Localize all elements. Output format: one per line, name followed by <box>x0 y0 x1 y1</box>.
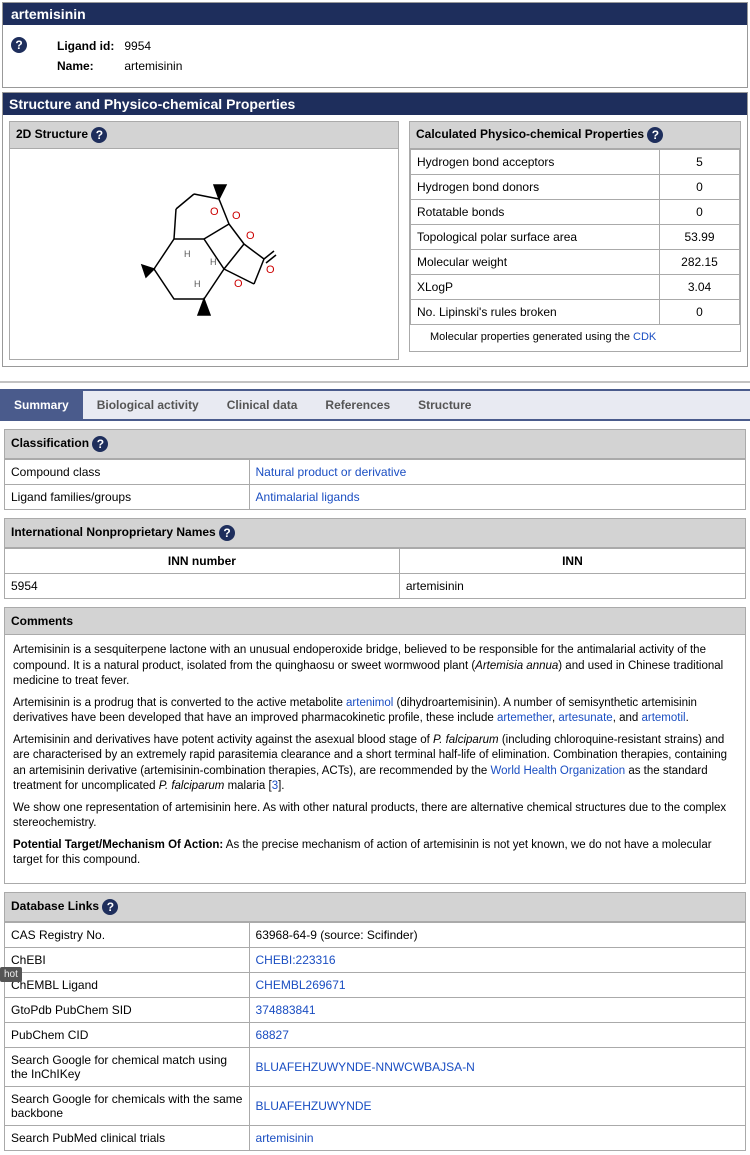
pubmed-trials-link[interactable]: artemisinin <box>256 1131 314 1145</box>
table-row: Search Google for chemical match using t… <box>5 1047 746 1086</box>
database-links-block: Database Links ? CAS Registry No.63968-6… <box>4 892 746 1151</box>
table-row: GtoPdb PubChem SID374883841 <box>5 997 746 1022</box>
svg-text:O: O <box>234 278 243 290</box>
table-row: Ligand families/groups Antimalarial liga… <box>5 485 746 510</box>
pubchem-cid-link[interactable]: 68827 <box>256 1028 289 1042</box>
compound-class-link[interactable]: Natural product or derivative <box>256 465 407 479</box>
chembl-link[interactable]: CHEMBL269671 <box>256 978 346 992</box>
svg-text:H: H <box>194 279 201 289</box>
artemotil-link[interactable]: artemotil <box>641 712 685 724</box>
help-icon[interactable]: ? <box>102 899 118 915</box>
table-row: Rotatable bonds0 <box>411 200 740 225</box>
table-row: Hydrogen bond donors0 <box>411 175 740 200</box>
artenimol-link[interactable]: artenimol <box>346 697 393 709</box>
table-row: No. Lipinski's rules broken0 <box>411 300 740 325</box>
ligand-name-label: Name: <box>57 59 121 73</box>
google-inchikey-link[interactable]: BLUAFEHZUWYNDE-NNWCWBAJSA-N <box>256 1060 475 1074</box>
tab-clinical-data[interactable]: Clinical data <box>213 391 312 419</box>
tab-summary[interactable]: Summary <box>0 391 83 419</box>
inn-block: International Nonproprietary Names ? INN… <box>4 518 746 599</box>
tab-biological-activity[interactable]: Biological activity <box>83 391 213 419</box>
calc-properties-note: Molecular properties generated using the… <box>410 325 740 351</box>
help-icon[interactable]: ? <box>11 37 27 53</box>
svg-text:O: O <box>266 264 275 276</box>
table-row: ChEBICHEBI:223316 <box>5 947 746 972</box>
comments-block: Comments Artemisinin is a sesquiterpene … <box>4 607 746 884</box>
inn-title: International Nonproprietary Names <box>11 525 216 539</box>
svg-text:O: O <box>232 210 241 222</box>
panel-calc-properties-title: Calculated Physico-chemical Properties <box>416 127 644 141</box>
help-icon[interactable]: ? <box>92 436 108 452</box>
table-row: Topological polar surface area53.99 <box>411 225 740 250</box>
cdk-link[interactable]: CDK <box>633 331 656 343</box>
table-row: CAS Registry No.63968-64-9 (source: Scif… <box>5 922 746 947</box>
structure-image[interactable]: O O O O O H H H <box>10 149 398 359</box>
who-link[interactable]: World Health Organization <box>490 765 625 777</box>
svg-text:O: O <box>210 206 219 218</box>
page-title-bar: artemisinin <box>3 3 747 25</box>
table-row: PubChem CID68827 <box>5 1022 746 1047</box>
calc-properties-table: Hydrogen bond acceptors5 Hydrogen bond d… <box>410 149 740 325</box>
table-row: Compound class Natural product or deriva… <box>5 460 746 485</box>
comments-body: Artemisinin is a sesquiterpene lactone w… <box>4 635 746 884</box>
table-row: XLogP3.04 <box>411 275 740 300</box>
ligand-name-value: artemisinin <box>124 59 182 73</box>
classification-block: Classification ? Compound class Natural … <box>4 429 746 510</box>
help-icon[interactable]: ? <box>219 525 235 541</box>
ligand-id-label: Ligand id: <box>57 39 121 53</box>
table-row: Molecular weight282.15 <box>411 250 740 275</box>
tab-structure[interactable]: Structure <box>404 391 485 419</box>
divider <box>0 381 750 383</box>
artesunate-link[interactable]: artesunate <box>558 712 612 724</box>
tab-references[interactable]: References <box>311 391 404 419</box>
table-row: Search Google for chemicals with the sam… <box>5 1086 746 1125</box>
svg-text:H: H <box>210 257 217 267</box>
ligand-summary-header: ? Ligand id: 9954 Name: artemisinin <box>3 25 747 87</box>
chebi-link[interactable]: CHEBI:223316 <box>256 953 336 967</box>
hot-tag: hot <box>0 967 22 982</box>
pubchem-sid-link[interactable]: 374883841 <box>256 1003 316 1017</box>
svg-text:H: H <box>184 249 191 259</box>
svg-text:O: O <box>246 230 255 242</box>
panel-2d-structure-title: 2D Structure <box>16 127 88 141</box>
panel-2d-structure: 2D Structure ? <box>9 121 399 360</box>
database-links-title: Database Links <box>11 899 99 913</box>
ligand-family-link[interactable]: Antimalarial ligands <box>256 490 360 504</box>
table-row: ChEMBL LigandCHEMBL269671 <box>5 972 746 997</box>
tab-bar: Summary Biological activity Clinical dat… <box>0 389 750 421</box>
table-row: Hydrogen bond acceptors5 <box>411 150 740 175</box>
help-icon[interactable]: ? <box>91 127 107 143</box>
panel-calc-properties: Calculated Physico-chemical Properties ?… <box>409 121 741 352</box>
table-row: 5954 artemisinin <box>5 574 746 599</box>
google-backbone-link[interactable]: BLUAFEHZUWYNDE <box>256 1099 372 1113</box>
artemether-link[interactable]: artemether <box>497 712 552 724</box>
table-header-row: INN number INN <box>5 549 746 574</box>
classification-title: Classification <box>11 436 89 450</box>
section-structure-properties-title: Structure and Physico-chemical Propertie… <box>3 93 747 115</box>
table-row: Search PubMed clinical trialsartemisinin <box>5 1125 746 1150</box>
comments-title: Comments <box>4 607 746 635</box>
help-icon[interactable]: ? <box>647 127 663 143</box>
ligand-id-value: 9954 <box>124 39 151 53</box>
